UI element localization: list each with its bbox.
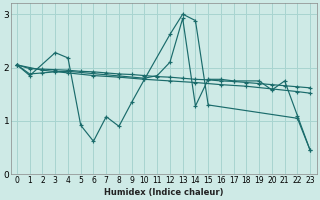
X-axis label: Humidex (Indice chaleur): Humidex (Indice chaleur) bbox=[104, 188, 223, 197]
